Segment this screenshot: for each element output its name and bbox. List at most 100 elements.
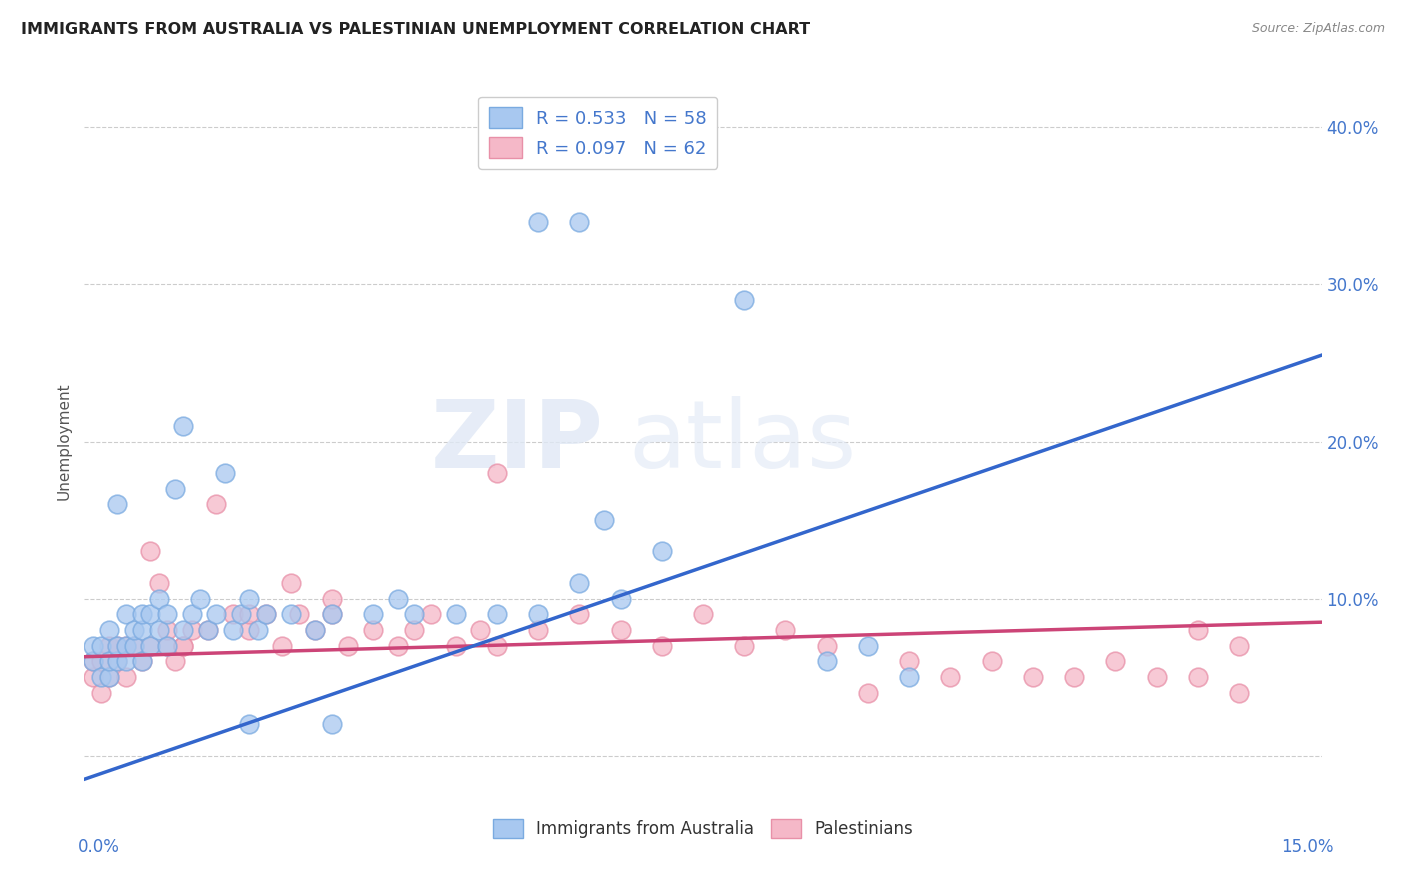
Point <box>197 623 219 637</box>
Point <box>485 607 508 622</box>
Point <box>238 717 260 731</box>
Point <box>229 607 252 622</box>
Text: IMMIGRANTS FROM AUSTRALIA VS PALESTINIAN UNEMPLOYMENT CORRELATION CHART: IMMIGRANTS FROM AUSTRALIA VS PALESTINIAN… <box>21 22 810 37</box>
Point <box>98 670 121 684</box>
Text: 15.0%: 15.0% <box>1281 838 1334 856</box>
Point <box>733 293 755 308</box>
Point <box>172 418 194 433</box>
Point <box>609 623 631 637</box>
Point <box>139 639 162 653</box>
Point <box>156 639 179 653</box>
Point <box>222 623 245 637</box>
Point <box>404 623 426 637</box>
Point <box>651 639 673 653</box>
Point <box>1022 670 1045 684</box>
Point <box>156 639 179 653</box>
Point <box>337 639 360 653</box>
Point <box>114 655 136 669</box>
Point <box>131 655 153 669</box>
Point <box>898 670 921 684</box>
Point <box>98 623 121 637</box>
Point <box>90 670 112 684</box>
Point <box>172 639 194 653</box>
Point <box>321 591 343 606</box>
Point <box>165 482 187 496</box>
Point <box>404 607 426 622</box>
Point <box>568 214 591 228</box>
Point <box>122 639 145 653</box>
Point <box>139 607 162 622</box>
Point <box>856 639 879 653</box>
Point <box>775 623 797 637</box>
Point <box>98 670 121 684</box>
Point <box>90 686 112 700</box>
Point <box>419 607 441 622</box>
Point <box>1187 623 1209 637</box>
Point <box>197 623 219 637</box>
Point <box>82 670 104 684</box>
Point <box>254 607 277 622</box>
Point <box>165 655 187 669</box>
Point <box>114 607 136 622</box>
Point <box>527 607 550 622</box>
Point <box>321 607 343 622</box>
Point <box>90 655 112 669</box>
Point <box>651 544 673 558</box>
Point <box>692 607 714 622</box>
Point <box>114 639 136 653</box>
Point <box>254 607 277 622</box>
Text: atlas: atlas <box>628 395 858 488</box>
Point <box>815 655 838 669</box>
Point <box>321 607 343 622</box>
Point <box>304 623 326 637</box>
Point <box>485 466 508 480</box>
Point <box>180 623 202 637</box>
Point <box>148 591 170 606</box>
Point <box>82 639 104 653</box>
Text: Source: ZipAtlas.com: Source: ZipAtlas.com <box>1251 22 1385 36</box>
Point <box>98 655 121 669</box>
Point <box>387 591 409 606</box>
Y-axis label: Unemployment: Unemployment <box>56 383 72 500</box>
Point <box>82 655 104 669</box>
Point <box>321 717 343 731</box>
Point <box>238 607 260 622</box>
Point <box>980 655 1002 669</box>
Point <box>361 607 384 622</box>
Point <box>156 623 179 637</box>
Point <box>271 639 294 653</box>
Point <box>148 575 170 590</box>
Text: ZIP: ZIP <box>432 395 605 488</box>
Point <box>139 544 162 558</box>
Point <box>114 639 136 653</box>
Point <box>1227 639 1250 653</box>
Point <box>898 655 921 669</box>
Point <box>304 623 326 637</box>
Point <box>815 639 838 653</box>
Point <box>156 607 179 622</box>
Point <box>205 607 228 622</box>
Point <box>280 607 302 622</box>
Point <box>122 623 145 637</box>
Point <box>238 591 260 606</box>
Point <box>288 607 311 622</box>
Point <box>387 639 409 653</box>
Point <box>568 607 591 622</box>
Point <box>939 670 962 684</box>
Point <box>105 497 128 511</box>
Point <box>1187 670 1209 684</box>
Point <box>214 466 236 480</box>
Point <box>148 623 170 637</box>
Point <box>527 214 550 228</box>
Point <box>205 497 228 511</box>
Point <box>527 623 550 637</box>
Point <box>280 575 302 590</box>
Point <box>1063 670 1085 684</box>
Point <box>222 607 245 622</box>
Point <box>593 513 616 527</box>
Point <box>444 639 467 653</box>
Point <box>180 607 202 622</box>
Text: 0.0%: 0.0% <box>77 838 120 856</box>
Point <box>90 639 112 653</box>
Point <box>1227 686 1250 700</box>
